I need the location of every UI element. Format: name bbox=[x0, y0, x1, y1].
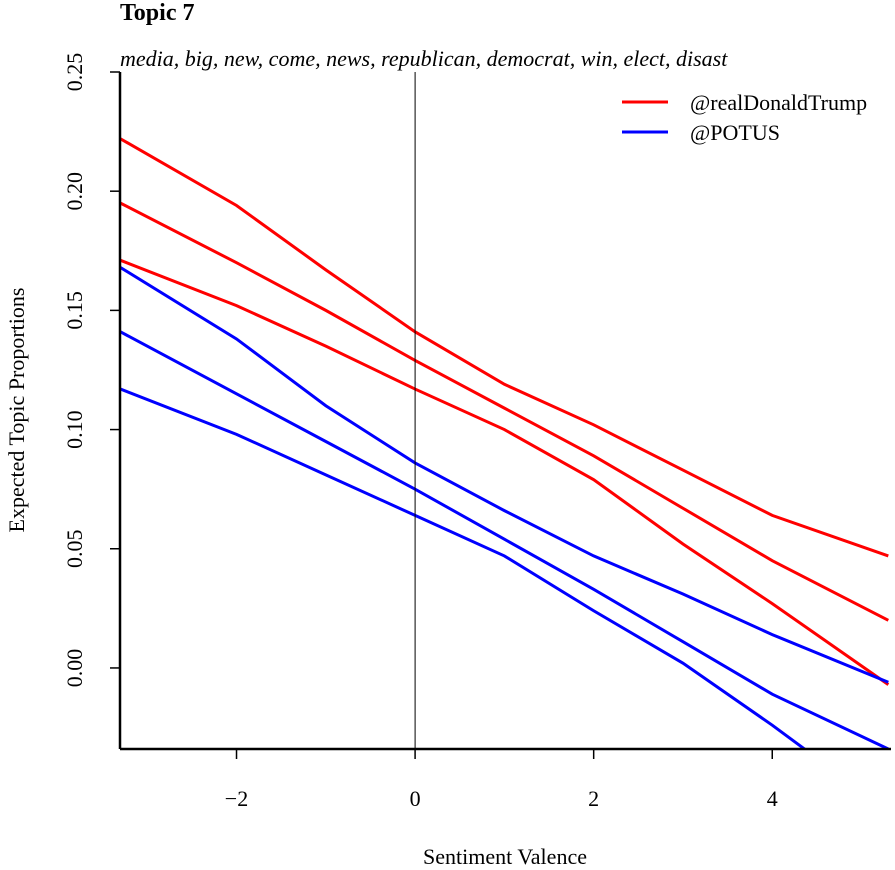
y-tick-label: 0.05 bbox=[62, 530, 87, 569]
confidence-line bbox=[120, 137, 889, 558]
y-tick-label: 0.20 bbox=[62, 172, 87, 211]
chart-subtitle: media, big, new, come, news, republican,… bbox=[120, 46, 728, 71]
legend-label: @POTUS bbox=[690, 120, 780, 145]
x-axis-label: Sentiment Valence bbox=[423, 844, 587, 869]
series-line bbox=[120, 330, 889, 749]
x-tick-label: −2 bbox=[225, 786, 248, 811]
x-tick-label: 4 bbox=[767, 786, 778, 811]
confidence-line bbox=[120, 258, 890, 686]
y-tick-label: 0.15 bbox=[62, 291, 87, 330]
y-tick-label: 0.25 bbox=[62, 53, 87, 92]
x-tick-label: 2 bbox=[588, 786, 599, 811]
legend-label: @realDonaldTrump bbox=[690, 90, 867, 115]
x-tick-label: 0 bbox=[410, 786, 421, 811]
confidence-line bbox=[120, 266, 889, 684]
chart-title: Topic 7 bbox=[120, 0, 194, 26]
y-tick-label: 0.00 bbox=[62, 649, 87, 688]
confidence-line bbox=[120, 387, 808, 749]
series-line bbox=[120, 201, 890, 622]
plot-area bbox=[120, 137, 890, 749]
y-axis-label: Expected Topic Proportions bbox=[4, 288, 29, 533]
y-tick-label: 0.10 bbox=[62, 410, 87, 449]
